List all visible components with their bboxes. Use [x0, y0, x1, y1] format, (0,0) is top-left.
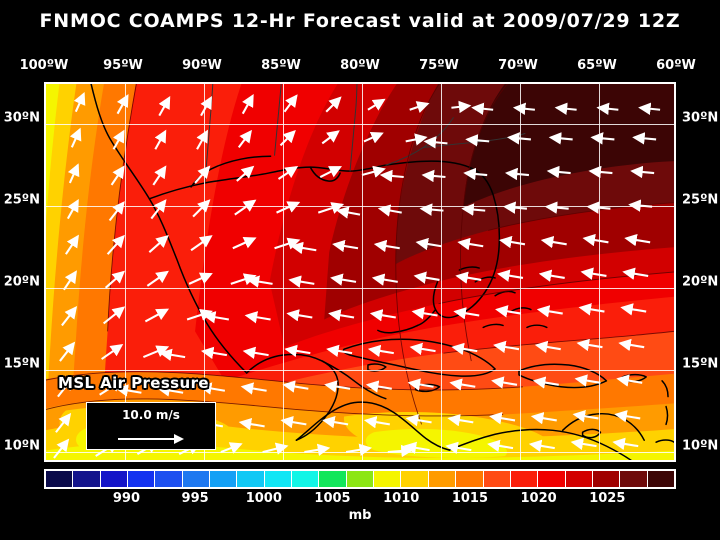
colorbar-segment: [592, 471, 621, 487]
gridline-lat-25n: [46, 206, 674, 207]
lat-tick-label-left: 20ºN: [3, 274, 40, 290]
gridline-lon-65w: [599, 84, 600, 460]
colorbar-segment: [456, 471, 484, 487]
colorbar-segment: [428, 471, 457, 487]
map-panel[interactable]: MSL Air Pressure 10.0 m/s: [44, 82, 676, 462]
lon-tick-label: 95ºW: [103, 58, 143, 73]
lon-tick-label: 90ºW: [182, 58, 222, 73]
colorbar-segment: [565, 471, 593, 487]
wind-arrow-icon: [118, 434, 184, 444]
gridline-lon-90w: [204, 84, 205, 460]
lon-tick-label: 100ºW: [19, 58, 69, 73]
colorbar-tick-label: 1015: [451, 491, 488, 506]
gridline-lon-75w: [441, 84, 442, 460]
latitude-axis-right: 30ºN 25ºN 20ºN 15ºN 10ºN: [678, 0, 720, 540]
colorbar-tick-label: 1020: [520, 491, 557, 506]
colorbar-segment: [319, 471, 347, 487]
lat-tick-label-left: 25ºN: [3, 192, 40, 208]
colorbar-segment: [292, 471, 320, 487]
colorbar-tick-label: 990: [112, 491, 140, 506]
latitude-axis-left: 30ºN 25ºN 20ºN 15ºN 10ºN: [0, 0, 44, 540]
gridline-lat-30n: [46, 124, 674, 125]
colorbar-segment: [374, 471, 402, 487]
colorbar-tick-label: 1010: [383, 491, 420, 506]
colorbar-segment: [483, 471, 511, 487]
lat-tick-label-left: 30ºN: [3, 110, 40, 126]
wind-vector-layer: [53, 91, 661, 459]
colorbar-segment: [155, 471, 183, 487]
gridline-lon-95w: [125, 84, 126, 460]
colorbar-segment: [401, 471, 429, 487]
colorbar-segment: [620, 471, 648, 487]
colorbar-segment: [210, 471, 238, 487]
gridline-lat-15n: [46, 370, 674, 371]
lat-tick-label-right: 25ºN: [682, 192, 719, 208]
lon-tick-label: 80ºW: [340, 58, 380, 73]
gridline-lon-85w: [283, 84, 284, 460]
gridline-lat-10n: [46, 452, 674, 453]
lon-tick-label: 70ºW: [498, 58, 538, 73]
colorbar-segment: [346, 471, 375, 487]
colorbar-segment: [46, 471, 74, 487]
colorbar-segment: [510, 471, 539, 487]
colorbar-unit-label: mb: [348, 508, 372, 523]
colorbar-segment: [182, 471, 211, 487]
colorbar-segment: [100, 471, 129, 487]
gridline-lon-70w: [520, 84, 521, 460]
map-raster: MSL Air Pressure 10.0 m/s: [46, 84, 674, 460]
colorbar-tick-label: 1025: [589, 491, 626, 506]
lon-tick-label: 65ºW: [577, 58, 617, 73]
longitude-axis-top: 100ºW 95ºW 90ºW 85ºW 80ºW 75ºW 70ºW 65ºW 60ºW: [0, 58, 720, 76]
lat-tick-label-right: 20ºN: [682, 274, 719, 290]
field-label: MSL Air Pressure: [58, 374, 209, 392]
lon-tick-label: 60ºW: [656, 58, 696, 73]
wind-scale-value: 10.0 m/s: [122, 408, 180, 422]
colorbar-tick-label: 1000: [245, 491, 282, 506]
gridline-lat-20n: [46, 288, 674, 289]
colorbar-tick-label: 1005: [314, 491, 351, 506]
colorbar-tick-labels: 990 995 1000 1005 1010 1015 1020 1025: [0, 491, 720, 509]
lon-tick-label: 85ºW: [261, 58, 301, 73]
pressure-field-svg: [46, 84, 674, 460]
lat-tick-label-right: 30ºN: [682, 110, 719, 126]
page-title: FNMOC COAMPS 12-Hr Forecast valid at 200…: [39, 10, 681, 32]
colorbar[interactable]: [44, 469, 676, 489]
lat-tick-label-right: 10ºN: [682, 438, 719, 454]
lon-tick-label: 75ºW: [419, 58, 459, 73]
gridline-lon-80w: [362, 84, 363, 460]
colorbar-tick-label: 995: [181, 491, 209, 506]
lat-tick-label-left: 15ºN: [3, 356, 40, 372]
colorbar-segment: [647, 471, 674, 487]
colorbar-segments: [46, 471, 674, 487]
colorbar-segment: [264, 471, 293, 487]
colorbar-segment: [73, 471, 101, 487]
pressure-bands: [46, 84, 674, 460]
lat-tick-label-right: 15ºN: [682, 356, 719, 372]
wind-scale-legend: 10.0 m/s: [86, 402, 216, 450]
colorbar-segment: [128, 471, 156, 487]
colorbar-segment: [538, 471, 566, 487]
lat-tick-label-left: 10ºN: [3, 438, 40, 454]
colorbar-segment: [237, 471, 265, 487]
